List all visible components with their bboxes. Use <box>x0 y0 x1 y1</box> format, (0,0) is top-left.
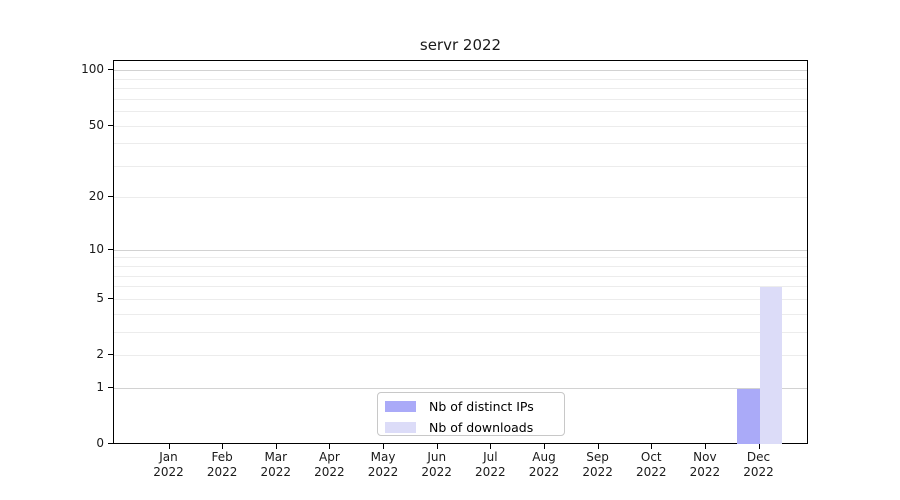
x-tick-label: May 2022 <box>353 450 413 480</box>
legend-label-distinct-ips: Nb of distinct IPs <box>429 399 534 414</box>
x-tick-label-line: Oct <box>640 450 662 464</box>
x-tick-mark <box>275 444 277 449</box>
y-tick-mark <box>108 386 113 388</box>
legend-item-distinct-ips: Nb of distinct IPs <box>385 398 564 415</box>
x-tick-label-line: 2022 <box>153 465 184 479</box>
x-tick-label-line: 2022 <box>635 465 667 479</box>
x-tick-label: Jun 2022 <box>407 450 467 480</box>
gridline-minor <box>114 88 807 90</box>
legend-swatch-distinct-ips <box>385 401 416 412</box>
x-tick-label-line: Dec <box>746 450 771 464</box>
legend-swatch-downloads <box>385 422 416 433</box>
x-tick-label-line: 2022 <box>206 465 238 479</box>
plot-area <box>113 60 808 444</box>
y-tick-label: 50 <box>88 117 104 132</box>
x-tick-label: Aug 2022 <box>514 450 574 480</box>
gridline-minor <box>114 98 807 100</box>
y-tick-label: 10 <box>88 241 104 256</box>
x-tick-label-line: 2022 <box>582 465 613 479</box>
x-tick-label: Oct 2022 <box>621 450 681 480</box>
y-tick-label: 0 <box>96 436 104 450</box>
x-tick-label-line: Apr <box>319 450 340 464</box>
y-tick-mark <box>108 124 113 126</box>
bar-distinct-ips <box>737 388 760 444</box>
x-tick-label-line: Feb <box>211 450 233 464</box>
chart-title: servr 2022 <box>419 36 502 54</box>
y-tick-label: 20 <box>88 189 104 204</box>
gridline-minor <box>114 165 807 167</box>
x-tick-label-line: Aug <box>532 450 556 464</box>
gridline-minor <box>114 355 807 356</box>
legend-item-downloads: Nb of downloads <box>385 419 564 436</box>
x-tick-label-line: Nov <box>693 450 717 464</box>
x-tick-label-line: Mar <box>264 450 288 464</box>
x-tick-mark <box>597 444 599 449</box>
x-tick-mark <box>222 444 224 449</box>
y-tick-mark <box>108 354 113 355</box>
x-tick-label-line: 2022 <box>743 465 774 479</box>
x-tick-label-line: Jun <box>427 450 447 464</box>
x-tick-label-line: Sep <box>586 450 609 464</box>
x-tick-label: Nov 2022 <box>675 450 735 480</box>
x-tick-label: Jul 2022 <box>460 450 520 480</box>
x-tick-label: Mar 2022 <box>246 450 306 480</box>
gridline-minor <box>114 143 807 145</box>
gridline-minor <box>114 78 807 80</box>
x-tick-label: Apr 2022 <box>299 450 359 480</box>
x-tick-label: Feb 2022 <box>192 450 252 480</box>
y-tick-mark <box>108 443 113 444</box>
gridline-major <box>114 70 807 72</box>
gridline-minor <box>114 197 807 199</box>
bar-downloads <box>759 287 783 444</box>
y-tick-label: 5 <box>96 290 104 305</box>
x-tick-label-line: 2022 <box>260 465 292 479</box>
legend-label-downloads: Nb of downloads <box>429 420 534 435</box>
x-tick-mark <box>651 444 653 449</box>
x-tick-label: Sep 2022 <box>568 450 628 480</box>
gridline-minor <box>114 266 807 268</box>
x-tick-mark <box>168 444 170 449</box>
gridline-minor <box>114 111 807 113</box>
x-tick-label: Dec 2022 <box>729 450 789 480</box>
x-tick-label-line: 2022 <box>421 465 452 479</box>
gridline-minor <box>114 257 807 259</box>
x-tick-mark <box>704 444 706 449</box>
gridline-major <box>114 387 807 389</box>
y-tick-mark <box>108 248 113 250</box>
gridline-minor <box>114 313 807 315</box>
x-tick-label-line: 2022 <box>314 465 345 479</box>
y-tick-mark <box>108 196 113 198</box>
x-tick-mark <box>383 444 385 449</box>
y-tick-mark <box>108 69 113 71</box>
x-tick-label-line: 2022 <box>528 465 560 479</box>
legend: Nb of distinct IPs Nb of downloads <box>377 392 565 436</box>
y-tick-mark <box>108 297 113 299</box>
y-tick-label: 100 <box>81 62 104 77</box>
x-tick-mark <box>436 444 438 449</box>
x-tick-label-line: Jan <box>159 450 178 464</box>
x-tick-mark <box>543 444 545 449</box>
gridline-minor <box>114 125 807 127</box>
x-tick-label: Jan 2022 <box>139 450 199 480</box>
x-tick-mark <box>758 444 760 449</box>
x-tick-mark <box>490 444 492 449</box>
y-tick-label: 1 <box>96 379 104 394</box>
gridline-minor <box>114 286 807 288</box>
y-tick-label: 2 <box>96 347 104 361</box>
x-tick-label-line: May <box>370 450 396 464</box>
gridline-minor <box>114 298 807 300</box>
x-tick-label-line: 2022 <box>475 465 506 479</box>
gridline-minor <box>114 331 807 333</box>
x-tick-label-line: Jul <box>483 450 498 464</box>
gridline-major <box>114 249 807 251</box>
x-tick-label-line: 2022 <box>689 465 721 479</box>
gridline-minor <box>114 275 807 277</box>
x-tick-mark <box>329 444 331 449</box>
x-tick-label-line: 2022 <box>367 465 399 479</box>
